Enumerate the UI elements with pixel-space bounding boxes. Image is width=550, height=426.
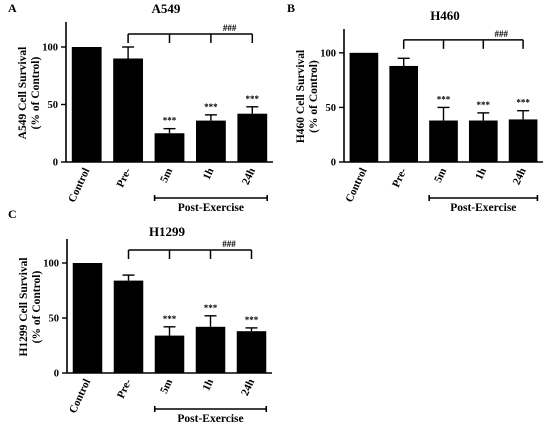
bar	[237, 113, 268, 162]
y-tick-label: 50	[326, 103, 337, 114]
bar	[429, 120, 458, 162]
bar	[113, 58, 144, 162]
significance-marker: ***	[516, 98, 530, 108]
category-label: 5m	[432, 166, 449, 184]
category-label: Control	[343, 166, 369, 204]
y-tick-label: 0	[331, 158, 336, 169]
bar	[389, 65, 419, 162]
group-label: Post-Exercise	[450, 202, 516, 214]
bar	[71, 47, 102, 162]
significance-marker: ***	[204, 102, 218, 112]
category-label: 1h	[201, 166, 217, 182]
y-tick-label: 100	[42, 43, 58, 54]
y-tick-label: 0	[54, 369, 59, 380]
category-label: 1h	[200, 377, 216, 393]
bar	[72, 263, 103, 373]
bar	[195, 326, 226, 373]
bar	[236, 331, 267, 373]
category-label: Pre-	[115, 166, 134, 189]
bar	[195, 120, 226, 162]
y-axis-label: H460 Cell Survival	[295, 50, 307, 143]
y-tick-label: 50	[49, 314, 60, 325]
comparison-marker: ###	[223, 23, 237, 33]
category-label: Control	[66, 166, 92, 204]
category-label: 24h	[239, 377, 257, 398]
significance-marker: ***	[477, 100, 491, 110]
bar	[154, 335, 185, 373]
significance-marker: ***	[437, 94, 451, 104]
category-label: 1h	[473, 166, 489, 182]
bar	[508, 119, 538, 162]
category-label: Control	[67, 377, 93, 415]
panel-letter: A	[8, 1, 17, 15]
group-label: Post-Exercise	[177, 413, 243, 425]
category-label: Pre-	[115, 377, 134, 400]
y-axis-label: A549 Cell Survival	[17, 47, 29, 140]
category-label: 24h	[240, 166, 258, 187]
category-label: 24h	[511, 166, 529, 187]
significance-marker: ***	[163, 314, 177, 324]
chart-panel-c: C H1299 H1299 Cell Survival (% of Control) 0…	[8, 207, 272, 425]
significance-marker: ***	[204, 303, 218, 313]
significance-marker: ***	[246, 94, 260, 104]
group-label: Post-Exercise	[178, 202, 244, 214]
category-label: 5m	[158, 166, 175, 184]
bar	[113, 280, 144, 373]
y-axis-label: H1299 Cell Survival	[18, 257, 30, 356]
y-tick-label: 0	[53, 158, 58, 169]
bar	[468, 120, 498, 162]
y-axis-label: (% of Control)	[308, 60, 320, 133]
chart-title: H1299	[149, 224, 186, 239]
significance-marker: ***	[245, 315, 259, 325]
y-tick-label: 50	[48, 100, 59, 111]
bar	[154, 133, 185, 162]
comparison-marker: ###	[494, 29, 508, 39]
y-tick-label: 100	[320, 48, 336, 59]
significance-marker: ***	[163, 116, 177, 126]
panel-letter: C	[8, 207, 17, 221]
category-label: Pre-	[390, 166, 409, 189]
category-label: 5m	[158, 377, 175, 395]
chart-panel-a: A A549 A549 Cell Survival (% of Control) 0 50…	[8, 1, 273, 214]
panel-letter: B	[287, 1, 295, 15]
chart-title: H460	[430, 8, 460, 23]
y-tick-label: 100	[43, 259, 59, 270]
y-axis-label: (% of Control)	[30, 57, 42, 130]
chart-title: A549	[152, 1, 181, 16]
comparison-marker: ###	[222, 239, 236, 249]
bar	[349, 52, 379, 163]
chart-panel-b: B H460 H460 Cell Survival (% of Control) 0 50…	[287, 1, 543, 214]
y-axis-label: (% of Control)	[31, 271, 43, 344]
